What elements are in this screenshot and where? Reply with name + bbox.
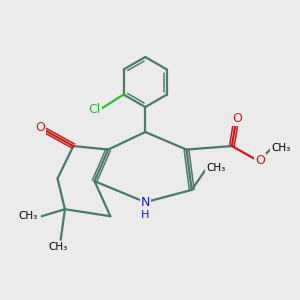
Text: CH₃: CH₃: [206, 163, 225, 173]
Text: CH₃: CH₃: [271, 143, 290, 153]
Text: O: O: [255, 154, 265, 167]
Text: O: O: [233, 112, 243, 125]
Text: CH₃: CH₃: [48, 242, 68, 252]
Text: N: N: [141, 196, 150, 209]
Text: H: H: [141, 210, 149, 220]
Text: O: O: [35, 121, 45, 134]
Text: CH₃: CH₃: [19, 211, 38, 221]
Text: Cl: Cl: [88, 103, 101, 116]
